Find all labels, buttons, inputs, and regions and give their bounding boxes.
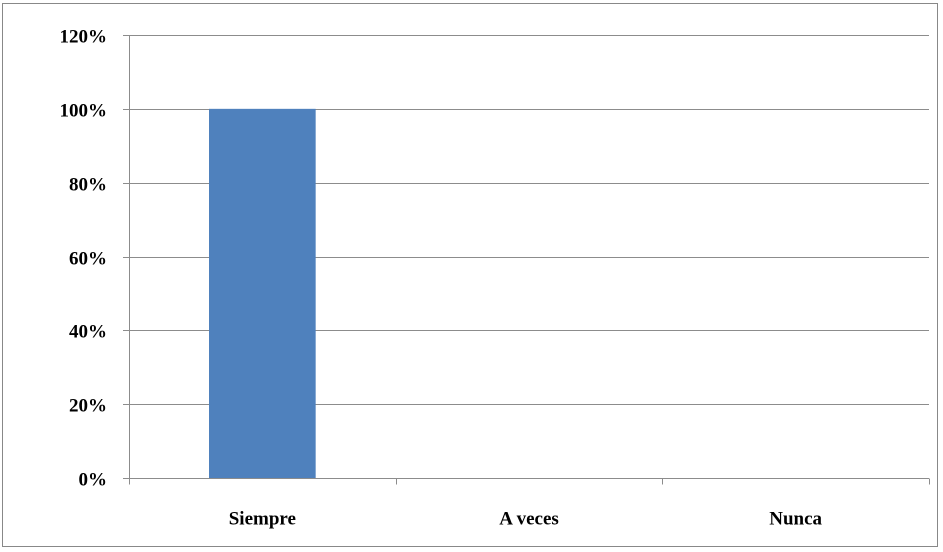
y-tick-label: 80% (69, 175, 107, 196)
x-category-label: Nunca (769, 509, 822, 530)
bar-siempre (209, 108, 316, 478)
y-tick-label: 20% (69, 396, 107, 417)
y-tick-label: 120% (60, 27, 108, 48)
y-tick-label: 40% (69, 322, 107, 343)
axes (123, 35, 930, 485)
bars (209, 108, 316, 478)
x-category-label: A veces (499, 509, 559, 530)
y-tick-label: 100% (60, 101, 108, 122)
chart-area (2, 3, 938, 547)
y-tick-label: 60% (69, 249, 107, 270)
y-tick-label: 0% (79, 470, 108, 491)
x-category-label: Siempre (229, 509, 296, 530)
axis-labels: 0% 20% 40% 60% 80% 100% 120% Siempre A veces Nunc… (60, 27, 823, 530)
